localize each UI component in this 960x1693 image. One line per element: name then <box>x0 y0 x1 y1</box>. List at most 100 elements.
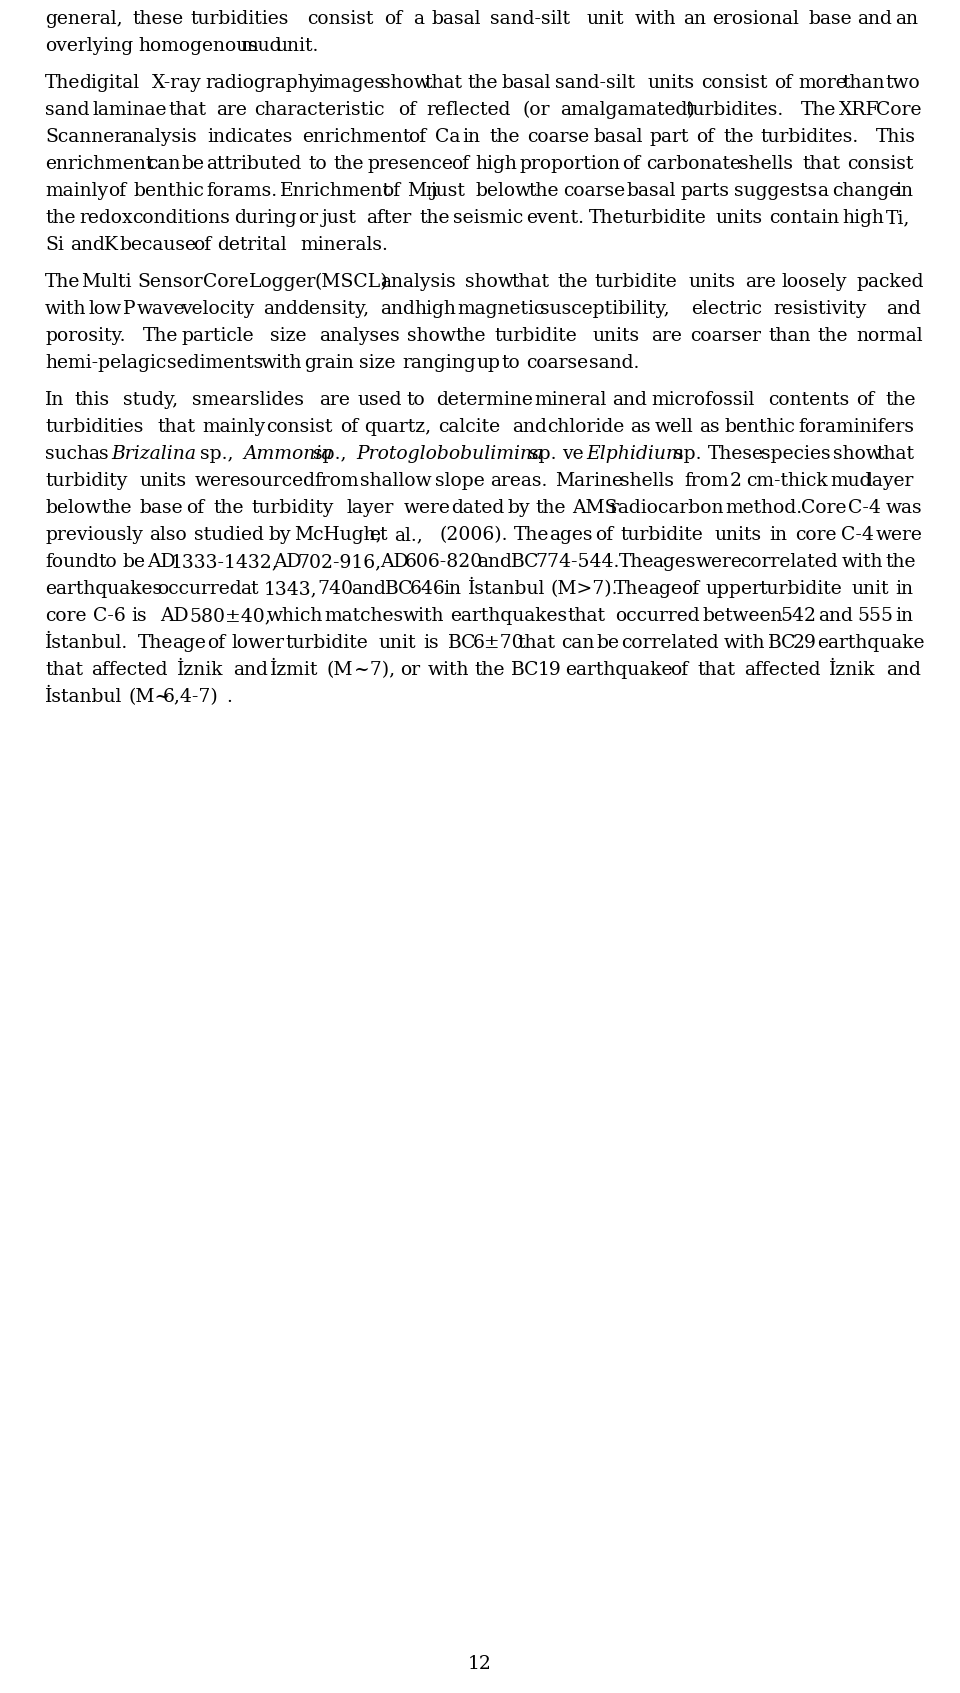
Text: calcite: calcite <box>439 418 500 437</box>
Text: packed: packed <box>856 273 924 291</box>
Text: the: the <box>490 129 520 146</box>
Text: age: age <box>648 581 682 598</box>
Text: 606-820: 606-820 <box>404 554 483 571</box>
Text: and: and <box>70 235 105 254</box>
Text: by: by <box>508 499 530 516</box>
Text: turbidity: turbidity <box>45 472 128 489</box>
Text: occurred: occurred <box>615 608 700 625</box>
Text: smear: smear <box>192 391 250 410</box>
Text: the: the <box>535 499 565 516</box>
Text: matches: matches <box>324 608 404 625</box>
Text: AD: AD <box>147 554 176 571</box>
Text: benthic: benthic <box>133 183 204 200</box>
Text: 12: 12 <box>468 1656 492 1673</box>
Text: 6,4-7): 6,4-7) <box>163 687 219 706</box>
Text: 6±70: 6±70 <box>473 633 524 652</box>
Text: layer: layer <box>866 472 914 489</box>
Text: unit: unit <box>852 581 889 598</box>
Text: of: of <box>697 129 714 146</box>
Text: affected: affected <box>91 660 168 679</box>
Text: just: just <box>431 183 466 200</box>
Text: than: than <box>842 74 884 91</box>
Text: The: The <box>801 102 836 119</box>
Text: layer: layer <box>347 499 395 516</box>
Text: units: units <box>689 273 736 291</box>
Text: The: The <box>45 273 81 291</box>
Text: also: also <box>149 527 186 543</box>
Text: can: can <box>562 633 595 652</box>
Text: a: a <box>817 183 828 200</box>
Text: base: base <box>139 499 182 516</box>
Text: unit.: unit. <box>276 37 319 54</box>
Text: or: or <box>298 208 318 227</box>
Text: method.: method. <box>725 499 803 516</box>
Text: 19: 19 <box>538 660 562 679</box>
Text: show: show <box>466 273 515 291</box>
Text: in: in <box>770 527 787 543</box>
Text: and: and <box>263 300 299 318</box>
Text: change: change <box>832 183 900 200</box>
Text: and: and <box>477 554 513 571</box>
Text: this: this <box>75 391 109 410</box>
Text: age: age <box>173 633 206 652</box>
Text: and: and <box>612 391 647 410</box>
Text: C-6: C-6 <box>93 608 126 625</box>
Text: sourced: sourced <box>240 472 315 489</box>
Text: the: the <box>817 327 848 345</box>
Text: units: units <box>139 472 186 489</box>
Text: 542: 542 <box>780 608 816 625</box>
Text: conditions: conditions <box>132 208 230 227</box>
Text: The: The <box>618 554 654 571</box>
Text: sand: sand <box>45 102 89 119</box>
Text: indicates: indicates <box>207 129 292 146</box>
Text: electric: electric <box>691 300 762 318</box>
Text: The: The <box>45 74 81 91</box>
Text: mud: mud <box>830 472 872 489</box>
Text: the: the <box>468 74 498 91</box>
Text: turbidity: turbidity <box>252 499 333 516</box>
Text: lower: lower <box>232 633 285 652</box>
Text: laminae: laminae <box>92 102 167 119</box>
Text: BC: BC <box>511 660 540 679</box>
Text: is: is <box>423 633 439 652</box>
Text: basal: basal <box>502 74 551 91</box>
Text: Ammonia: Ammonia <box>243 445 333 462</box>
Text: sand-silt: sand-silt <box>490 10 569 29</box>
Text: of: of <box>682 581 700 598</box>
Text: 774-544.: 774-544. <box>536 554 620 571</box>
Text: are: are <box>651 327 682 345</box>
Text: 740: 740 <box>318 581 353 598</box>
Text: of: of <box>398 102 417 119</box>
Text: (2006).: (2006). <box>440 527 508 543</box>
Text: sp.: sp. <box>674 445 702 462</box>
Text: XRF: XRF <box>838 102 879 119</box>
Text: by: by <box>269 527 291 543</box>
Text: 702-916,: 702-916, <box>298 554 382 571</box>
Text: and: and <box>857 10 892 29</box>
Text: grain: grain <box>304 354 354 372</box>
Text: contain: contain <box>769 208 839 227</box>
Text: these: these <box>132 10 183 29</box>
Text: occurred: occurred <box>157 581 242 598</box>
Text: detrital: detrital <box>218 235 287 254</box>
Text: mainly: mainly <box>45 183 108 200</box>
Text: part: part <box>650 129 689 146</box>
Text: with: with <box>842 554 883 571</box>
Text: which: which <box>267 608 324 625</box>
Text: between: between <box>703 608 783 625</box>
Text: consist: consist <box>306 10 373 29</box>
Text: and: and <box>886 300 921 318</box>
Text: AD: AD <box>380 554 409 571</box>
Text: shells: shells <box>739 156 793 173</box>
Text: .: . <box>227 687 232 706</box>
Text: radiography: radiography <box>205 74 321 91</box>
Text: the: the <box>45 208 76 227</box>
Text: size: size <box>270 327 306 345</box>
Text: with: with <box>427 660 468 679</box>
Text: characteristic: characteristic <box>253 102 384 119</box>
Text: that: that <box>803 156 841 173</box>
Text: McHugh,: McHugh, <box>294 527 382 543</box>
Text: ranging: ranging <box>403 354 476 372</box>
Text: mineral: mineral <box>534 391 607 410</box>
Text: coarser: coarser <box>690 327 761 345</box>
